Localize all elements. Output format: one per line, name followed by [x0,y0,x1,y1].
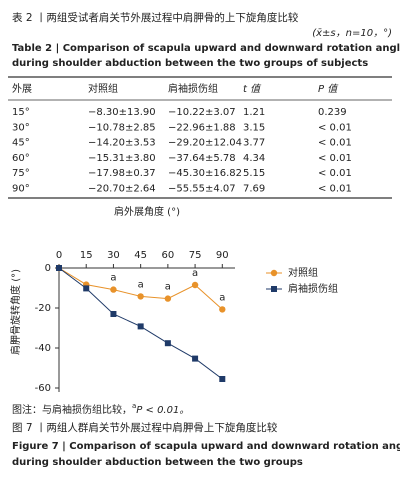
table-cell: −8.30±13.90 [88,107,156,118]
figure-title-cn: 图 7 丨两组人群肩关节外展过程中肩胛骨上下旋角度比较 [12,421,278,434]
marker [110,286,117,293]
x-tick-label: 90 [216,250,229,261]
marker [137,323,144,330]
annotation: a [192,268,198,279]
table-cell: −15.31±3.80 [88,153,156,164]
table-title-cn: 表 2 丨两组受试者肩关节外展过程中肩胛骨的上下旋角度比较 [12,11,299,24]
marker [110,311,117,317]
x-tick-label: 15 [80,250,93,261]
table-header: 外展 [12,83,32,95]
table-title-en: Table 2 | Comparison of scapula upward a… [12,43,400,54]
marker [219,306,226,313]
legend-marker [270,269,278,277]
x-tick-label: 60 [161,250,174,261]
table-header: 对照组 [88,82,118,95]
y-axis-title: 肩胛骨旋转角度 (°) [9,269,22,355]
table-cell: 15° [12,107,30,118]
figure-note: 图注：与肩袖损伤组比较，aP < 0.01。 [12,402,189,416]
table-cell: −20.70±2.64 [88,184,156,195]
figure-title-en: during shoulder abduction between the tw… [12,457,303,468]
x-tick-label: 75 [189,250,202,261]
table-cell: 4.34 [243,153,265,164]
y-tick-label: -60 [35,383,51,394]
y-tick-label: -20 [35,303,51,314]
table: 外展 对照组 肩袖损伤组 t 值 P 值 15° −8.30±13.90 −10.22±3.0… [12,82,352,195]
marker [83,285,90,292]
table-cell: 5.15 [243,168,265,179]
table-cell: 7.69 [243,184,265,195]
table-cell: −14.20±3.53 [88,138,156,149]
table-cell: 60° [12,153,30,164]
legend-label: 肩袖损伤组 [288,282,338,295]
marker [56,265,62,271]
y-tick-label: -40 [35,343,51,354]
table-cell: −10.78±2.85 [88,122,156,133]
marker [219,376,226,382]
table-stat-note: (x̄±s，n=10，°) [312,28,392,39]
x-tick-label: 45 [134,250,147,261]
legend-label: 对照组 [288,266,318,279]
x-tick-label: 30 [107,250,120,261]
table-cell: 3.77 [243,138,265,149]
figure-title-en: Figure 7 | Comparison of scapula upward … [12,441,400,452]
table-cell: 0.239 [318,107,347,118]
table-cell: 1.21 [243,107,265,118]
annotation: a [138,279,144,290]
table-cell: −45.30±16.82 [168,168,242,179]
table-cell: −55.55±4.07 [168,184,236,195]
table-header: 肩袖损伤组 [168,82,218,95]
annotation: a [165,282,171,293]
marker [164,340,171,347]
annotation: a [219,292,225,303]
table-cell: 75° [12,168,30,179]
table-header: P 值 [318,83,339,95]
table-cell: < 0.01 [318,122,352,133]
table-cell: 3.15 [243,122,265,133]
table-cell: < 0.01 [318,168,352,179]
table-cell: −17.98±0.37 [88,168,156,179]
y-tick-label: 0 [45,263,51,274]
table-cell: 30° [12,122,30,133]
table-cell: < 0.01 [318,184,352,195]
marker [164,295,172,302]
x-axis-title: 肩外展角度 (°) [114,205,180,218]
table-cell: −29.20±12.04 [168,138,242,149]
table-header: t 值 [243,83,262,95]
table-cell: < 0.01 [318,153,352,164]
legend-marker [271,286,277,292]
table-cell: < 0.01 [318,138,352,149]
x-tick-label: 0 [56,250,62,261]
table-title-en: during shoulder abduction between the tw… [12,58,368,69]
table-cell: −22.96±1.88 [168,122,236,133]
marker [137,293,144,300]
table-cell: 90° [12,184,30,195]
annotation: a [110,273,116,284]
table-cell: −37.64±5.78 [168,153,236,164]
table-cell: 45° [12,138,30,149]
chart: 肩外展角度 (°) 肩胛骨旋转角度 (°) 0 15 30 45 60 75 90 0 -20 -… [9,205,338,394]
table-cell: −10.22±3.07 [168,107,236,118]
marker [192,355,199,362]
marker [191,281,199,289]
